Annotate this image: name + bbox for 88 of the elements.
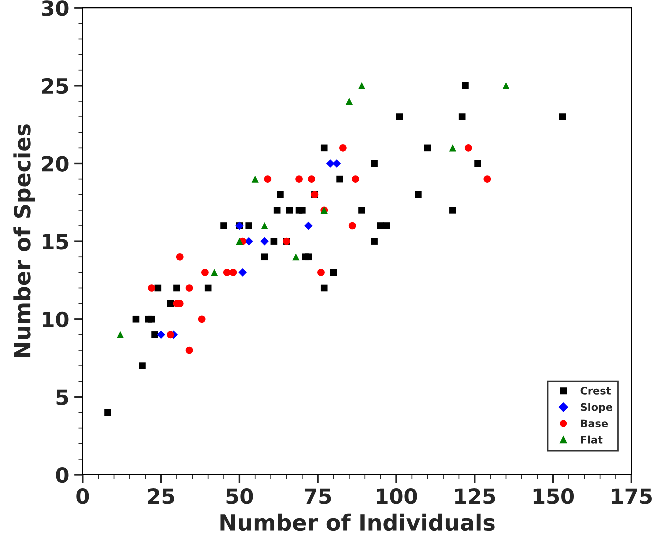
point [326,160,335,168]
x-tick-label: 75 [304,488,332,504]
point [260,237,269,246]
x-tick-label: 0 [76,488,90,504]
point [148,316,156,323]
point [371,160,378,168]
point [458,114,466,120]
point [286,207,294,214]
point [559,114,566,120]
point [167,331,174,339]
point [261,222,268,230]
point [270,238,278,245]
point [320,144,328,152]
point [348,222,356,230]
point [358,82,366,90]
point [157,330,166,340]
point [236,238,244,246]
point [132,316,140,323]
legend-label: Base [581,420,608,428]
point [304,222,313,230]
point [238,268,248,277]
point [292,254,300,261]
point [332,160,342,168]
point [396,114,404,120]
point [261,254,268,261]
point [320,284,328,292]
y-axis-title: Number of Species [14,124,36,358]
x-tick-label: 175 [612,488,652,504]
legend-label: Slope [581,403,613,414]
point [358,207,366,214]
point [148,284,156,292]
point [274,207,281,214]
point [264,176,272,183]
point [198,316,206,324]
point [340,144,347,152]
point [296,176,303,183]
point [424,144,432,152]
point [139,362,146,370]
y-tick-label: 20 [42,156,69,172]
point [352,176,360,183]
point [305,254,312,261]
legend-label: Crest [580,387,612,395]
point [336,176,344,183]
point [277,191,284,198]
point [116,331,124,338]
point [377,222,384,230]
point [462,82,469,90]
y-tick-label: 25 [42,78,68,94]
point [346,98,353,106]
x-tick-label: 50 [226,488,254,504]
x-tick-label: 150 [534,488,574,504]
point [450,207,456,214]
point [174,284,180,292]
x-tick-label: 25 [148,488,174,504]
point [223,269,231,276]
point [220,222,228,230]
point [484,176,492,183]
point [252,176,259,183]
point [186,346,194,354]
point [230,269,238,276]
point [104,409,112,416]
point [415,191,422,198]
point [502,82,510,90]
point [299,207,306,214]
point [204,284,212,292]
y-tick-label: 30 [42,0,69,16]
point [176,253,184,261]
point [371,238,378,245]
x-tick-label: 125 [455,488,496,504]
point [330,269,338,276]
y-tick-label: 5 [56,390,68,406]
point [152,332,158,338]
point [449,144,456,152]
point [474,160,482,168]
point [211,269,218,276]
legend-label: Flat [581,436,603,444]
point [384,222,390,230]
y-tick-label: 15 [43,234,68,250]
point [464,144,472,152]
point [318,269,325,276]
point [186,284,194,292]
point [202,269,209,276]
point [246,222,253,230]
x-tick-label: 100 [377,488,418,504]
y-tick-label: 10 [43,312,69,328]
x-axis-title: Number of Individuals [220,514,495,532]
y-tick-label: 0 [56,467,69,484]
point [308,176,316,183]
